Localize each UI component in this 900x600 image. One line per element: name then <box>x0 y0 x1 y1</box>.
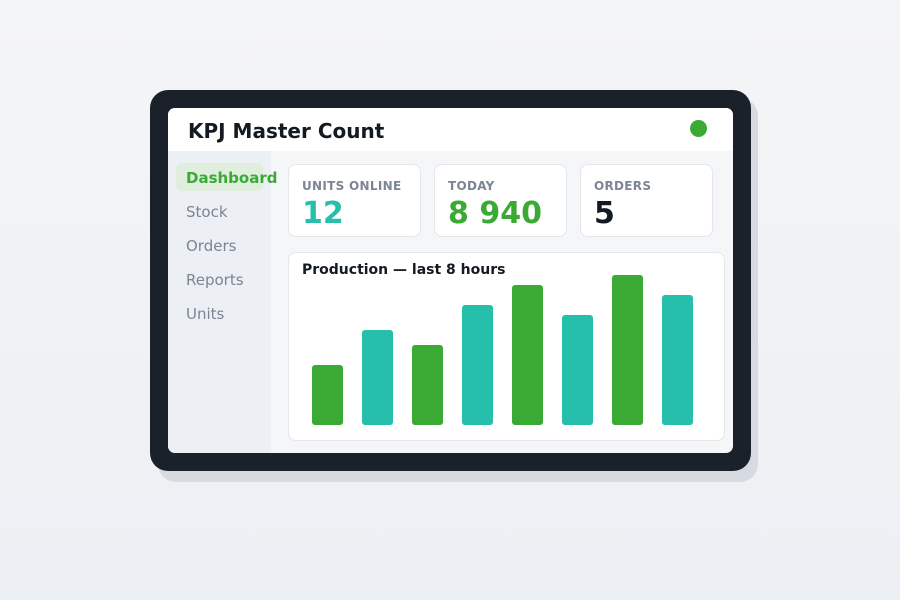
sidebar-item-label: Units <box>186 305 225 323</box>
stat-card-orders[interactable]: ORDERS 5 <box>580 164 713 237</box>
chart-bar-3 <box>412 345 443 425</box>
sidebar-item-label: Orders <box>186 237 237 255</box>
stat-label: UNITS ONLINE <box>302 179 402 193</box>
tablet-frame: KPJ Master Count Dashboard Stock Orders … <box>150 90 751 471</box>
stat-value: 8 940 <box>448 196 542 231</box>
sidebar-item-label: Dashboard <box>186 169 278 187</box>
chart-bar-4 <box>462 305 493 425</box>
chart-bar-5 <box>512 285 543 425</box>
status-indicator <box>690 120 707 137</box>
chart-title: Production — last 8 hours <box>302 262 506 278</box>
stat-card-units-online[interactable]: UNITS ONLINE 12 <box>288 164 421 237</box>
sidebar-item-label: Reports <box>186 271 244 289</box>
chart-bar-7 <box>612 275 643 425</box>
chart-bar-2 <box>362 330 393 425</box>
sidebar-item-dashboard[interactable]: Dashboard <box>176 163 277 191</box>
stat-label: ORDERS <box>594 179 652 193</box>
chart-bar-8 <box>662 295 693 425</box>
stat-label: TODAY <box>448 179 495 193</box>
sidebar-item-orders[interactable]: Orders <box>176 231 263 259</box>
app-title: KPJ Master Count <box>188 119 385 143</box>
production-bar-chart <box>312 275 693 425</box>
chart-bar-1 <box>312 365 343 425</box>
stat-value: 5 <box>594 196 615 231</box>
app-screen: KPJ Master Count Dashboard Stock Orders … <box>168 108 733 453</box>
stat-card-today[interactable]: TODAY 8 940 <box>434 164 567 237</box>
app-header: KPJ Master Count <box>168 108 733 151</box>
main-content: UNITS ONLINE 12 TODAY 8 940 ORDERS 5 Pro… <box>271 151 733 453</box>
sidebar-item-stock[interactable]: Stock <box>176 197 263 225</box>
chart-bar-6 <box>562 315 593 425</box>
sidebar-item-units[interactable]: Units <box>176 299 263 327</box>
production-chart-card: Production — last 8 hours <box>288 252 725 441</box>
sidebar-item-label: Stock <box>186 203 228 221</box>
stat-value: 12 <box>302 196 344 231</box>
sidebar: Dashboard Stock Orders Reports Units <box>168 151 277 453</box>
sidebar-item-reports[interactable]: Reports <box>176 265 263 293</box>
